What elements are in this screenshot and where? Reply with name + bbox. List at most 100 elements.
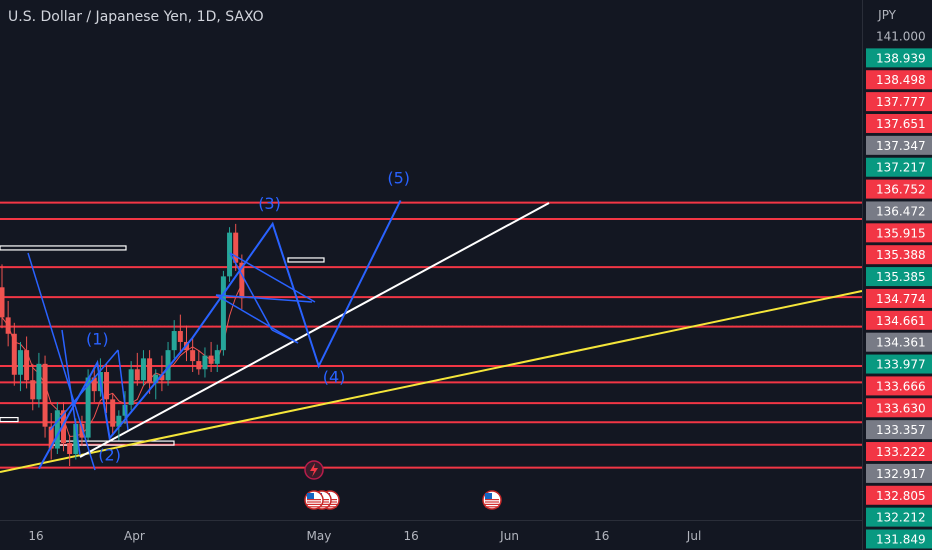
candle-body bbox=[147, 358, 153, 383]
wave-label: (4) bbox=[323, 367, 346, 386]
candle-body bbox=[227, 232, 233, 277]
price-tag-label: 138.939 bbox=[876, 51, 926, 65]
us-flag-icon bbox=[304, 490, 324, 510]
price-axis-separator bbox=[862, 0, 863, 550]
price-tag bbox=[866, 135, 932, 155]
time-tick-label: 16 bbox=[594, 529, 609, 543]
candle-body bbox=[17, 350, 23, 375]
candle-body bbox=[11, 333, 17, 375]
candle-body bbox=[5, 317, 11, 334]
price-tag-label: 137.777 bbox=[876, 95, 926, 109]
price-tag-label: 133.222 bbox=[876, 445, 926, 459]
time-tick-label: Apr bbox=[124, 529, 145, 543]
wave-label: (5) bbox=[387, 168, 410, 187]
price-tag-label: 138.498 bbox=[876, 73, 926, 87]
candle-body bbox=[61, 410, 66, 444]
price-tag bbox=[866, 92, 932, 112]
wave-structure-line bbox=[215, 294, 299, 344]
price-tag-label: 135.388 bbox=[876, 248, 926, 262]
wave-structure-line bbox=[117, 349, 129, 431]
price-tag bbox=[866, 201, 932, 221]
price-tag-label: 132.212 bbox=[876, 511, 926, 525]
price-axis[interactable]: 141.000 138.939 138.498 137.777 137.651 137.3… bbox=[863, 0, 932, 550]
wave-structure-line bbox=[49, 349, 119, 431]
price-tag bbox=[866, 398, 932, 418]
time-tick-label: Jun bbox=[499, 529, 519, 543]
event-markers[interactable] bbox=[304, 460, 502, 510]
wave-path bbox=[38, 199, 402, 470]
candle-body bbox=[91, 377, 97, 392]
price-tag bbox=[866, 288, 932, 308]
price-tag bbox=[866, 376, 932, 396]
candle-body bbox=[134, 369, 140, 381]
price-tag bbox=[866, 463, 932, 483]
price-tag-label: 132.805 bbox=[876, 489, 926, 503]
price-tag-label: 134.361 bbox=[876, 336, 926, 350]
us-flag-icon bbox=[482, 490, 502, 510]
trendlines bbox=[0, 202, 863, 473]
time-tick-label: Jul bbox=[686, 529, 701, 543]
price-tag bbox=[866, 420, 932, 440]
candle-body bbox=[239, 262, 245, 299]
candle-body bbox=[116, 415, 122, 427]
candle-body bbox=[153, 374, 159, 383]
price-tag bbox=[866, 332, 932, 352]
candle-body bbox=[214, 350, 220, 364]
wave-label: (1) bbox=[86, 330, 109, 349]
price-tag bbox=[866, 310, 932, 330]
price-tag bbox=[866, 245, 932, 265]
price-tag-label: 141.000 bbox=[876, 30, 926, 44]
candle-body bbox=[79, 423, 85, 438]
time-axis[interactable]: 16AprMay16Jun16JulAug bbox=[28, 529, 896, 543]
price-tag-label: 134.774 bbox=[876, 292, 926, 306]
price-tag-label: 137.347 bbox=[876, 139, 926, 153]
horizontal-levels bbox=[0, 201, 862, 469]
candle-body bbox=[110, 399, 116, 427]
time-tick-label: 16 bbox=[404, 529, 419, 543]
price-tag-label: 137.217 bbox=[876, 161, 926, 175]
wave-structure-line bbox=[229, 252, 316, 303]
candle-body bbox=[128, 369, 134, 405]
price-tag-label: 137.651 bbox=[876, 117, 926, 131]
price-tag-label: 134.661 bbox=[876, 314, 926, 328]
price-tag bbox=[866, 113, 932, 133]
candle-body bbox=[73, 423, 79, 455]
price-tag bbox=[866, 442, 932, 462]
price-tag-label: 136.472 bbox=[876, 204, 926, 218]
candle-body bbox=[190, 350, 196, 362]
price-tag bbox=[866, 223, 932, 243]
symbol-title[interactable]: U.S. Dollar / Japanese Yen, 1D, SAXO bbox=[8, 9, 264, 25]
price-tag-label: 133.977 bbox=[876, 358, 926, 372]
wave-structure-line bbox=[27, 252, 96, 471]
moving-average bbox=[1, 283, 243, 438]
range-box bbox=[287, 257, 325, 263]
wave-label: (2) bbox=[98, 446, 121, 465]
price-tag bbox=[866, 157, 932, 177]
time-tick-label: 16 bbox=[28, 529, 43, 543]
price-tag bbox=[866, 48, 932, 68]
candle-body bbox=[177, 331, 183, 342]
candle-body bbox=[24, 350, 30, 381]
candle-body bbox=[85, 377, 91, 438]
candle-body bbox=[208, 355, 214, 364]
candle-body bbox=[202, 355, 208, 370]
time-axis-separator bbox=[0, 520, 862, 521]
candle-body bbox=[196, 361, 202, 370]
candle-body bbox=[67, 443, 73, 455]
range-box bbox=[0, 245, 127, 251]
price-tag-label: 136.752 bbox=[876, 183, 926, 197]
wave-structure-line bbox=[61, 329, 81, 456]
price-tag-label: 133.666 bbox=[876, 379, 926, 393]
white-trendline bbox=[79, 202, 550, 458]
currency-label[interactable]: JPY bbox=[878, 8, 896, 22]
candlesticks bbox=[0, 223, 245, 467]
price-tag-label: 132.917 bbox=[876, 467, 926, 481]
price-tag bbox=[866, 267, 932, 287]
yellow-trendline bbox=[0, 290, 863, 473]
price-tag bbox=[866, 354, 932, 374]
title-bar bbox=[0, 0, 640, 4]
price-tag bbox=[866, 70, 932, 90]
candle-body bbox=[165, 350, 171, 381]
time-tick-label: May bbox=[306, 529, 331, 543]
